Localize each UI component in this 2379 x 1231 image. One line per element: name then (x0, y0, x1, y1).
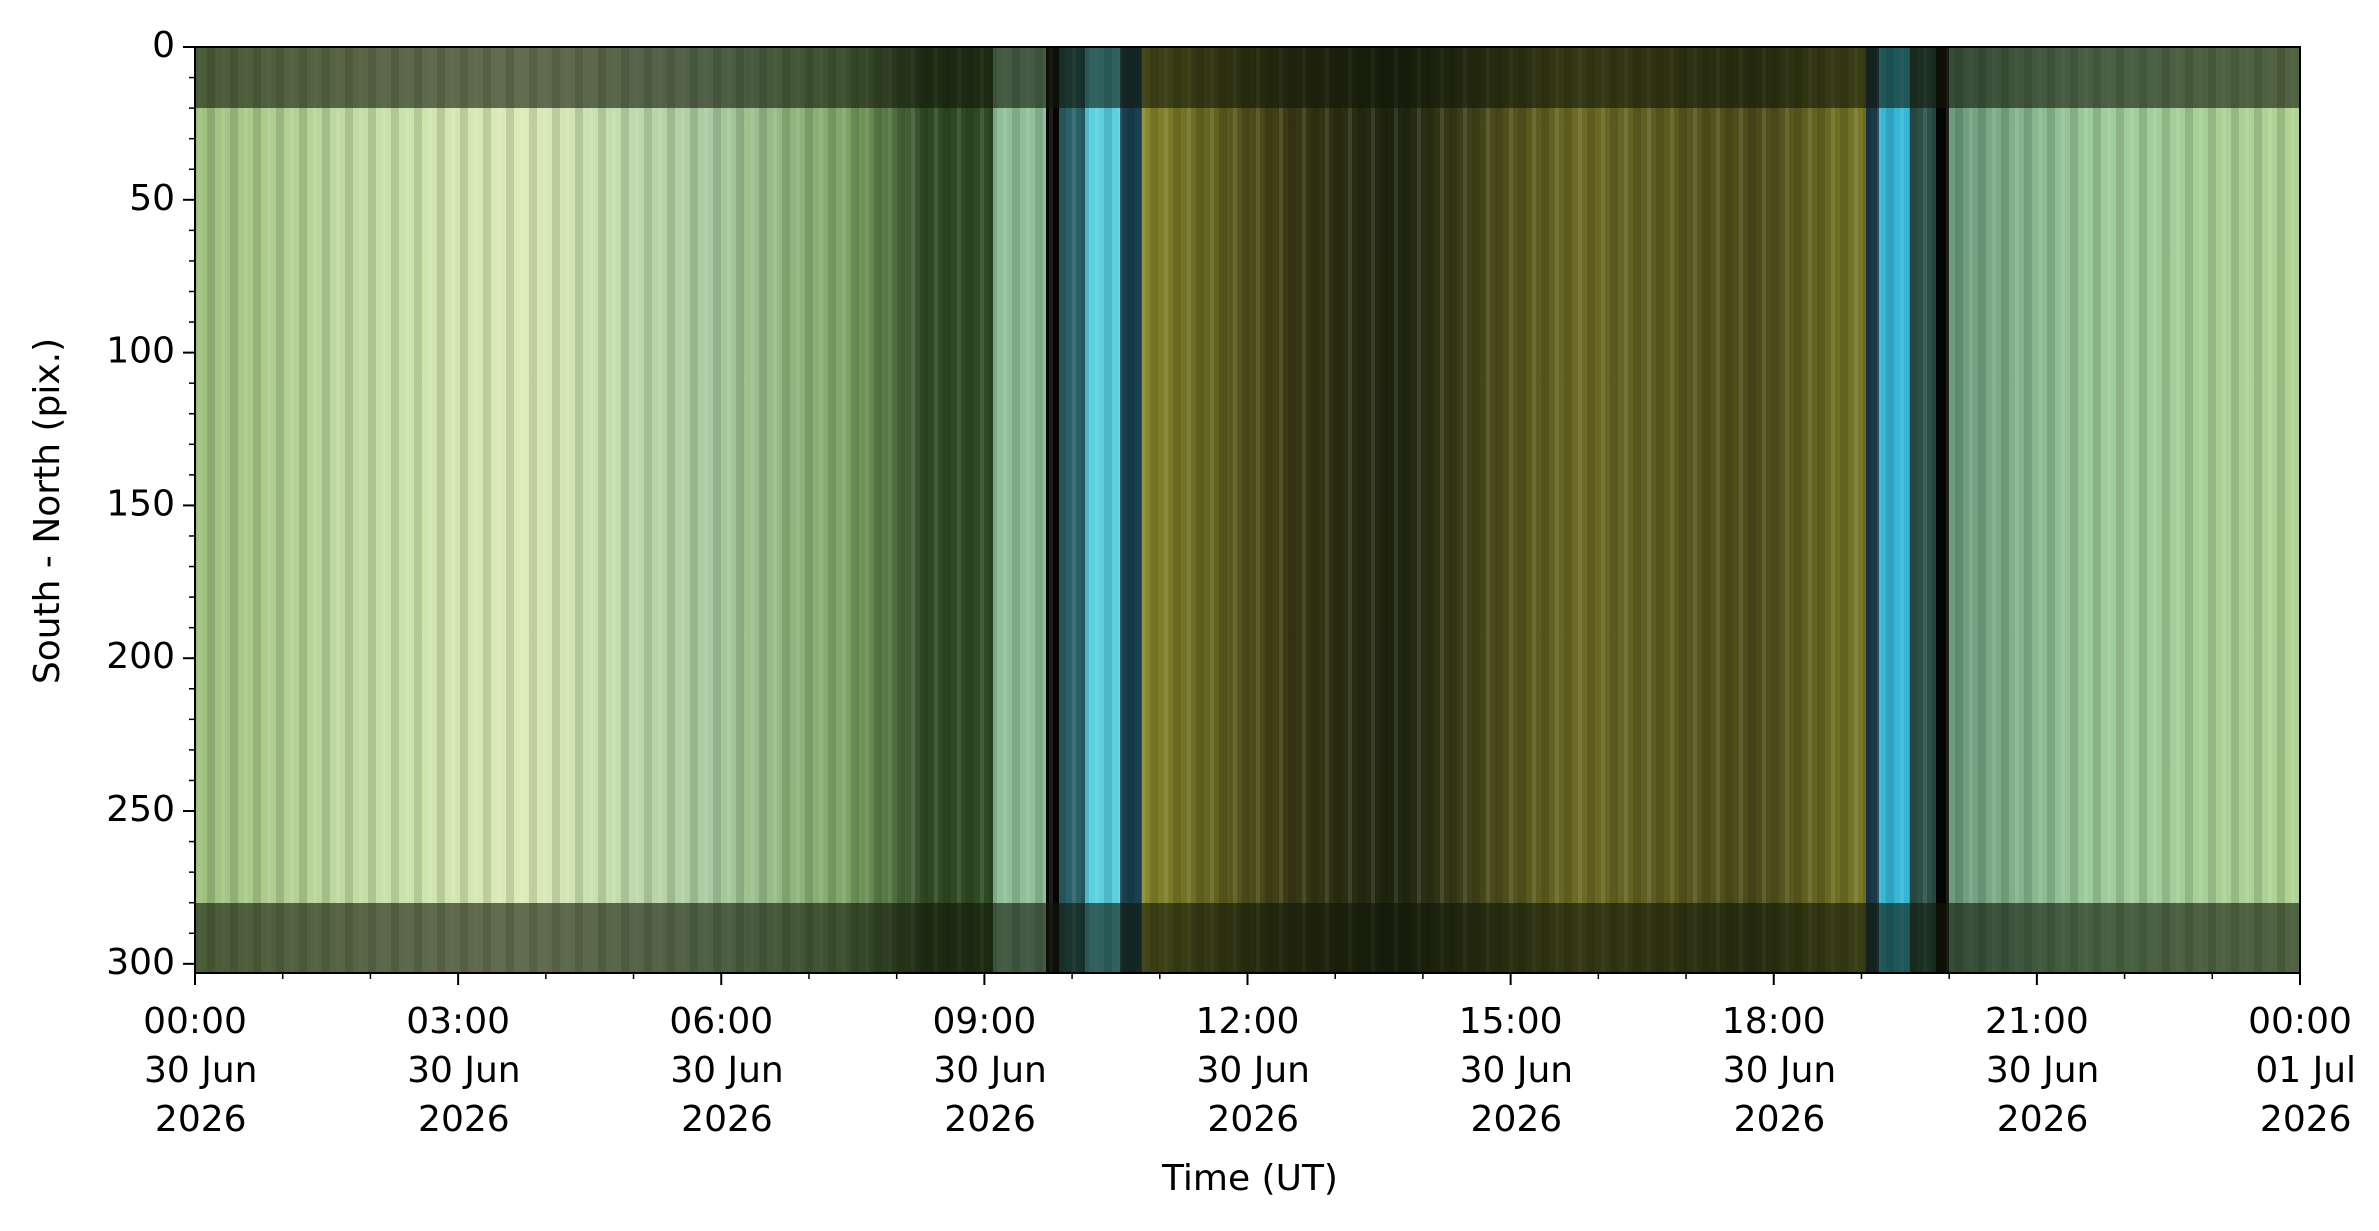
y-axis-label: South - North (pix.) (27, 338, 68, 684)
y-tick-label: 50 (129, 178, 175, 219)
x-tick-label: 03:00 30 Jun 2026 (396, 1001, 521, 1140)
y-tick-label: 300 (106, 942, 175, 983)
y-tick-label: 100 (106, 331, 175, 372)
x-tick-label: 06:00 30 Jun 2026 (659, 1001, 784, 1140)
x-tick-label: 21:00 30 Jun 2026 (1974, 1001, 2099, 1140)
y-tick-label: 250 (106, 789, 175, 830)
x-tick-label: 18:00 30 Jun 2026 (1711, 1001, 1836, 1140)
x-tick-label: 00:00 30 Jun 2026 (133, 1001, 258, 1140)
y-tick-label: 200 (106, 636, 175, 677)
x-tick-label: 00:00 01 Jul 2026 (2244, 1001, 2356, 1140)
y-tick-label: 0 (152, 25, 175, 66)
x-tick-label: 12:00 30 Jun 2026 (1185, 1001, 1310, 1140)
keogram-image (195, 47, 2300, 973)
y-tick-label: 150 (106, 483, 175, 524)
x-tick-label: 15:00 30 Jun 2026 (1448, 1001, 1573, 1140)
x-axis-label: Time (UT) (1161, 1158, 1338, 1199)
x-tick-label: 09:00 30 Jun 2026 (922, 1001, 1047, 1140)
